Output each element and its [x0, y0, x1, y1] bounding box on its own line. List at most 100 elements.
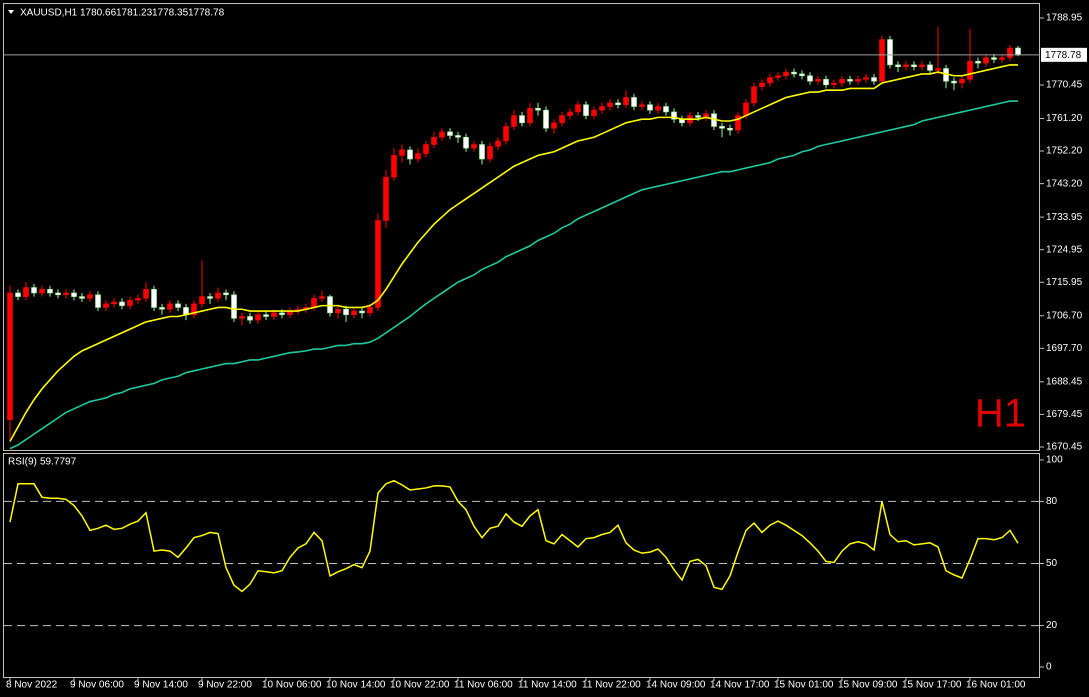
candle-body — [823, 79, 829, 86]
candle-body — [911, 64, 917, 68]
candle-body — [239, 316, 245, 319]
candle-body — [471, 144, 477, 149]
price-pane — [3, 3, 1040, 451]
candle-body — [431, 136, 437, 145]
candle-body — [623, 97, 629, 106]
candle-body — [695, 115, 701, 118]
x-tick-label: 10 Nov 22:00 — [390, 680, 450, 691]
moving-average — [9, 100, 1018, 450]
x-tick-label: 10 Nov 06:00 — [262, 680, 322, 691]
candle-body — [199, 296, 205, 305]
y-tick-label: 0 — [1046, 662, 1052, 673]
candle-body — [543, 109, 549, 129]
candle-body — [447, 131, 453, 136]
candle-body — [375, 220, 381, 308]
candle-body — [983, 57, 989, 64]
candle-body — [271, 312, 277, 317]
candle-body — [503, 126, 509, 142]
x-tick-label: 8 Nov 2022 — [6, 680, 58, 691]
candle-body — [751, 86, 757, 104]
candle-body — [7, 292, 13, 420]
candle-body — [439, 131, 445, 138]
candle-body — [87, 294, 93, 299]
y-tick-label: 1752.20 — [1046, 146, 1083, 157]
candle-body — [23, 287, 29, 297]
candle-body — [783, 71, 789, 77]
candle-body — [735, 115, 741, 131]
candle-body — [791, 71, 797, 75]
x-tick-label: 14 Nov 09:00 — [646, 680, 706, 691]
candle-body — [319, 296, 325, 299]
candle-body — [383, 176, 389, 221]
candle-body — [775, 75, 781, 78]
y-tick-label: 80 — [1046, 496, 1058, 507]
current-price-box — [1041, 47, 1087, 62]
candle-body — [583, 104, 589, 116]
candle-body — [343, 308, 349, 315]
candle-body — [463, 136, 469, 149]
candle-body — [39, 289, 45, 294]
y-tick-label: 1679.45 — [1046, 409, 1083, 420]
candle-body — [175, 303, 181, 308]
ohlc-high: 1781.23 — [116, 8, 153, 19]
candle-body — [815, 79, 821, 82]
candle-body — [223, 292, 229, 296]
x-tick-label: 15 Nov 09:00 — [838, 680, 898, 691]
candle-body — [607, 102, 613, 107]
candle-body — [727, 127, 733, 131]
x-tick-label: 9 Nov 22:00 — [198, 680, 252, 691]
candle-body — [719, 126, 725, 129]
candle-body — [95, 294, 101, 308]
y-tick-label: 1706.70 — [1046, 310, 1083, 321]
candle-body — [111, 301, 117, 305]
candle-body — [1015, 47, 1021, 56]
candle-body — [951, 80, 957, 84]
candle-body — [967, 60, 973, 80]
candle-body — [367, 307, 373, 314]
candle-body — [871, 77, 877, 82]
x-tick-label: 14 Nov 17:00 — [710, 680, 770, 691]
candle-body — [999, 57, 1005, 60]
y-tick-label: 1688.45 — [1046, 376, 1083, 387]
rsi-value: 59.7797 — [40, 457, 77, 468]
candle-body — [391, 155, 397, 178]
y-tick-label: 1733.95 — [1046, 212, 1083, 223]
x-tick-label: 15 Nov 01:00 — [774, 680, 834, 691]
candle-body — [671, 111, 677, 120]
candle-body — [847, 79, 853, 82]
candle-body — [895, 64, 901, 68]
menu-triangle — [8, 10, 14, 14]
y-tick-label: 1724.95 — [1046, 244, 1083, 255]
candle-body — [935, 68, 941, 71]
candle-body — [255, 314, 261, 321]
x-tick-label: 16 Nov 01:00 — [966, 680, 1026, 691]
y-tick-label: 1770.45 — [1046, 80, 1083, 91]
candle-body — [119, 301, 125, 306]
candle-body — [855, 79, 861, 82]
candle-body — [959, 79, 965, 84]
x-tick-label: 15 Nov 17:00 — [902, 680, 962, 691]
candle-body — [191, 303, 197, 315]
candle-body — [479, 144, 485, 160]
y-tick-label: 1788.95 — [1046, 13, 1083, 24]
candle-body — [807, 75, 813, 82]
candle-body — [127, 299, 133, 306]
candle-body — [415, 153, 421, 160]
candle-body — [655, 106, 661, 111]
candle-body — [15, 292, 21, 297]
candle-body — [919, 64, 925, 68]
candle-body — [663, 106, 669, 113]
candle-body — [767, 77, 773, 84]
candle-body — [231, 294, 237, 319]
candle-body — [335, 308, 341, 314]
rsi-line — [9, 479, 1019, 593]
x-tick-label: 11 Nov 22:00 — [582, 680, 641, 691]
candle-body — [575, 104, 581, 113]
candle-body — [55, 292, 61, 296]
candle-body — [647, 104, 653, 111]
timeframe-watermark: H1 — [975, 392, 1026, 436]
candle-body — [279, 312, 285, 315]
candle-body — [71, 292, 77, 297]
candle-body — [159, 307, 165, 310]
candle-body — [1007, 47, 1013, 58]
